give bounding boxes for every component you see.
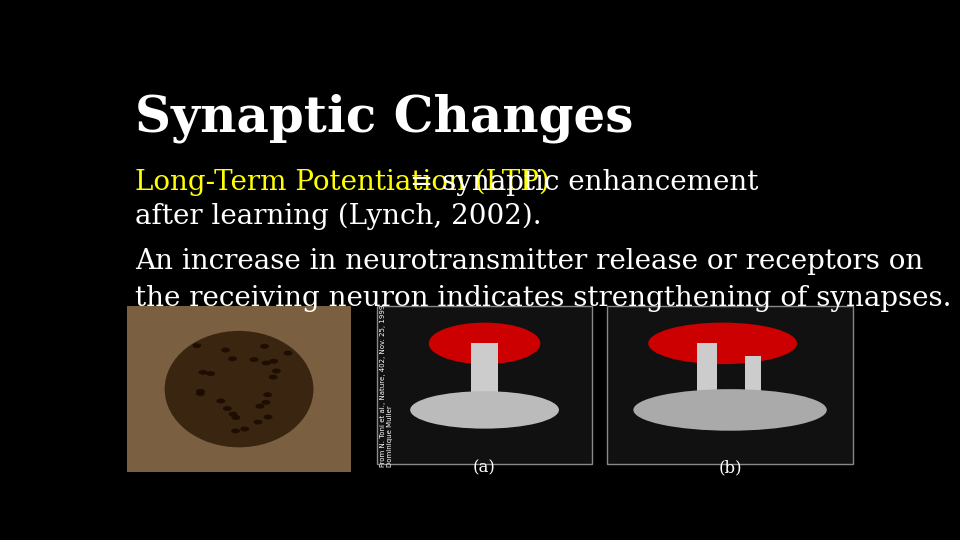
Ellipse shape — [283, 350, 293, 356]
Bar — [745, 356, 761, 402]
Ellipse shape — [231, 415, 240, 420]
Ellipse shape — [165, 331, 314, 447]
Ellipse shape — [261, 400, 271, 405]
Ellipse shape — [262, 361, 271, 366]
Bar — [376, 306, 592, 464]
Ellipse shape — [410, 391, 559, 429]
Ellipse shape — [634, 389, 827, 431]
Ellipse shape — [429, 322, 540, 364]
Ellipse shape — [272, 369, 281, 374]
Bar — [128, 306, 350, 472]
Text: (a): (a) — [473, 460, 496, 476]
Ellipse shape — [228, 411, 238, 416]
Ellipse shape — [196, 391, 204, 396]
Ellipse shape — [206, 371, 215, 376]
Bar — [697, 343, 717, 402]
Bar — [608, 306, 852, 464]
Ellipse shape — [269, 359, 278, 364]
Ellipse shape — [228, 356, 237, 361]
Ellipse shape — [196, 389, 204, 394]
Ellipse shape — [253, 420, 262, 424]
Bar — [471, 343, 498, 402]
Ellipse shape — [223, 406, 231, 411]
Ellipse shape — [648, 322, 797, 364]
Text: An increase in neurotransmitter release or receptors on
the receiving neuron ind: An increase in neurotransmitter release … — [134, 248, 951, 312]
Ellipse shape — [192, 343, 202, 348]
Ellipse shape — [255, 404, 264, 409]
Text: (b): (b) — [718, 460, 742, 476]
Ellipse shape — [250, 357, 258, 362]
Text: From N. Toni et al., Nature, 402, Nov. 25, 1999.
Dominique Muller: From N. Toni et al., Nature, 402, Nov. 2… — [380, 302, 394, 467]
Ellipse shape — [231, 428, 240, 433]
Ellipse shape — [263, 392, 272, 397]
Ellipse shape — [269, 375, 277, 380]
Ellipse shape — [264, 415, 273, 420]
Text: after learning (Lynch, 2002).: after learning (Lynch, 2002). — [134, 203, 541, 230]
Text: = synaptic enhancement: = synaptic enhancement — [401, 168, 758, 195]
Ellipse shape — [199, 370, 207, 375]
Bar — [128, 306, 350, 472]
Ellipse shape — [221, 348, 230, 353]
Ellipse shape — [260, 344, 269, 349]
Ellipse shape — [216, 399, 226, 403]
Ellipse shape — [240, 427, 250, 431]
Text: Synaptic Changes: Synaptic Changes — [134, 94, 634, 144]
Text: Long-Term Potentiation (LTP): Long-Term Potentiation (LTP) — [134, 168, 550, 196]
